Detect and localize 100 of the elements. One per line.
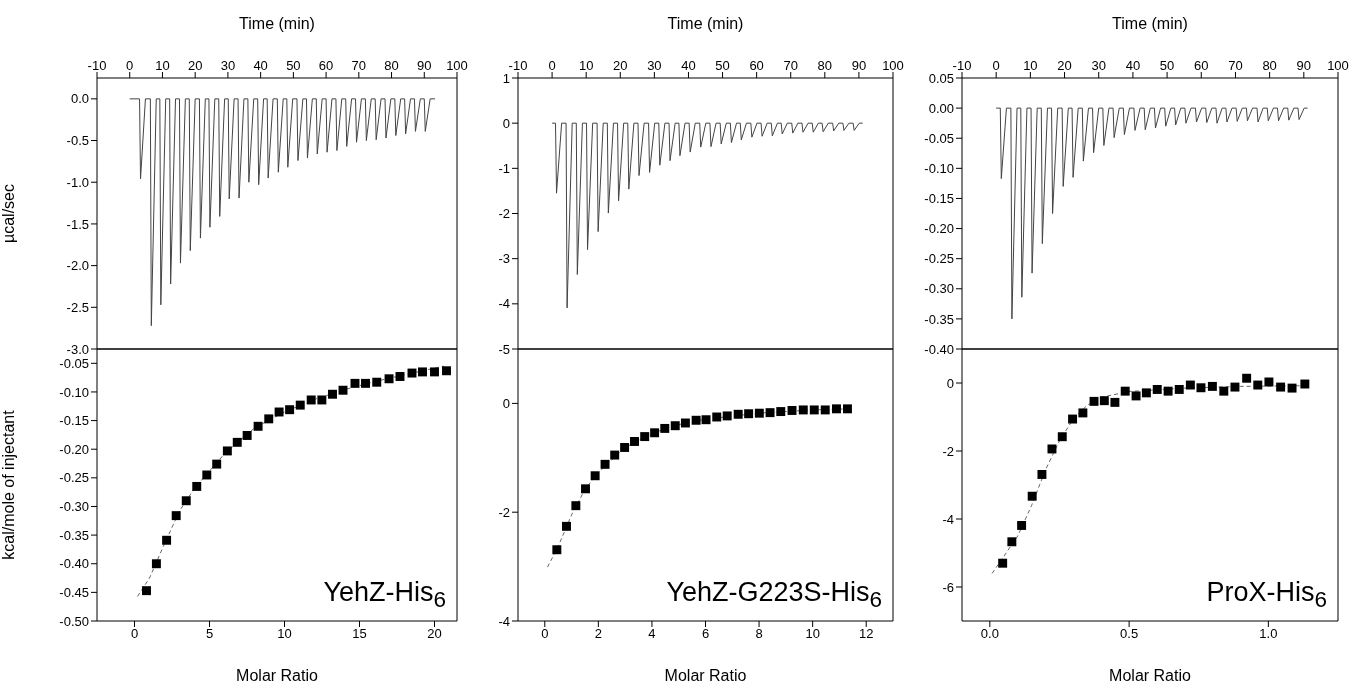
point [610, 450, 620, 460]
point [1219, 386, 1229, 396]
y-tick-label: -0.40 [59, 556, 89, 572]
point [1017, 520, 1027, 530]
x-tick-label: 5 [205, 626, 214, 642]
point [701, 415, 711, 425]
point [285, 405, 295, 415]
point [691, 415, 701, 425]
point [1152, 384, 1162, 394]
point [787, 406, 797, 415]
point [1196, 383, 1206, 393]
x-tick-label: 6 [701, 626, 710, 642]
point [212, 459, 222, 469]
point [562, 521, 571, 531]
point [162, 535, 172, 545]
y-tick-label: -2 [498, 206, 510, 222]
x-tick-label: 50 [286, 58, 301, 73]
y-tick-label: -0.15 [59, 413, 89, 429]
point [733, 409, 743, 419]
point [151, 559, 161, 569]
x-tick-label: 90 [851, 58, 867, 73]
y-tick-label: -0.35 [59, 527, 89, 543]
point [274, 407, 284, 417]
x-tick-label: 20 [1057, 58, 1072, 73]
point [1068, 414, 1078, 424]
x-tick-label: 80 [817, 58, 833, 73]
y-tick-label: -0.45 [59, 584, 89, 600]
point [1207, 381, 1217, 391]
point [660, 423, 670, 433]
x-tick-label: 0.0 [980, 626, 999, 642]
y-tick-label: 1 [502, 70, 510, 86]
x-axis-title: Molar Ratio [1109, 667, 1191, 682]
x-tick-label: 100 [882, 58, 904, 73]
point [242, 431, 252, 440]
x-tick-label: 20 [613, 58, 628, 73]
x-tick-label: 40 [253, 58, 268, 73]
point [1264, 377, 1274, 387]
point [430, 367, 439, 377]
point [1110, 397, 1120, 407]
y-tick-label: -0.50 [59, 613, 89, 629]
y-tick-label: -0.15 [924, 191, 954, 207]
point [581, 484, 590, 494]
annotation: YehZ-G223S-His$_{6}$ [666, 576, 882, 613]
x-tick-label: 20 [187, 58, 203, 73]
point [798, 405, 808, 415]
y-tick-label: -2 [498, 504, 510, 520]
point [1099, 396, 1109, 406]
point [998, 558, 1008, 568]
x-tick-label: 60 [749, 58, 764, 73]
point [384, 374, 394, 384]
point [765, 408, 775, 418]
point [306, 395, 316, 405]
y-tick-label: -4 [498, 296, 510, 312]
point [232, 437, 242, 447]
x-tick-label: 10 [155, 58, 170, 73]
x-tick-label: 60 [1194, 58, 1209, 73]
x-tick-label: 0 [992, 58, 1000, 73]
y-tick-label: -3 [498, 251, 510, 267]
point [1287, 383, 1297, 393]
y-tick-label: -0.10 [59, 384, 89, 400]
point [407, 368, 417, 378]
x-tick-label: 60 [318, 58, 334, 73]
x-tick-label: 0.5 [1120, 626, 1139, 642]
x-tick-label: 10 [1023, 58, 1038, 73]
x-tick-label: 0 [130, 626, 139, 642]
y-tick-label: -0.05 [59, 355, 89, 371]
point [395, 372, 405, 381]
point [1276, 382, 1286, 392]
point [295, 400, 305, 410]
point [181, 496, 191, 506]
point [600, 459, 610, 469]
point [1230, 382, 1240, 392]
y-tick-label: -6 [942, 579, 954, 595]
y-tick-label: -0.30 [924, 281, 954, 297]
point [442, 366, 451, 376]
point [680, 418, 690, 428]
point [1174, 384, 1184, 394]
x-tick-label: 30 [1091, 58, 1106, 73]
x-tick-label: -10 [952, 58, 972, 73]
y-axis-title: kcal/mole of injectant [0, 409, 17, 560]
line-series [129, 98, 436, 327]
point [264, 414, 274, 424]
point [418, 367, 427, 377]
y-tick-label: -1.0 [66, 174, 89, 190]
x-tick-label: 70 [783, 58, 798, 73]
point [1027, 491, 1037, 501]
point [650, 428, 660, 438]
y-tick-label: 0.0 [70, 91, 89, 107]
point [1185, 380, 1195, 390]
point [1078, 408, 1088, 418]
y-tick-label: 0 [502, 115, 510, 131]
line-series [551, 122, 864, 309]
x-tick-label: 10 [578, 58, 594, 73]
x-tick-label: 50 [715, 58, 730, 73]
y-tick-label: 0 [946, 375, 954, 391]
y-tick-label: -3.0 [66, 341, 89, 357]
point [1242, 373, 1252, 383]
point [670, 421, 680, 431]
x-tick-label: 90 [1296, 58, 1312, 73]
x-tick-label: 30 [647, 58, 662, 73]
